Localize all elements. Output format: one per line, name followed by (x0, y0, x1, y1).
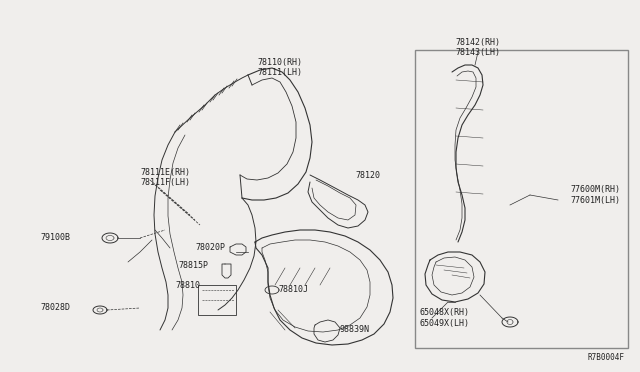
Text: 98839N: 98839N (340, 326, 370, 334)
Text: R7B0004F: R7B0004F (588, 353, 625, 362)
Text: 78111E(RH)
78111F(LH): 78111E(RH) 78111F(LH) (140, 168, 190, 187)
Text: 77600M(RH)
77601M(LH): 77600M(RH) 77601M(LH) (570, 185, 620, 205)
Text: 78110(RH)
78111(LH): 78110(RH) 78111(LH) (257, 58, 303, 77)
Text: 65048X(RH)
65049X(LH): 65048X(RH) 65049X(LH) (420, 308, 470, 328)
Text: 78810: 78810 (175, 280, 200, 289)
Text: 78142(RH)
78143(LH): 78142(RH) 78143(LH) (456, 38, 500, 57)
Text: 78020P: 78020P (195, 244, 225, 253)
Text: 78120: 78120 (355, 170, 380, 180)
Text: 79100B: 79100B (40, 234, 70, 243)
Bar (198, 285, 236, 315)
Text: 78815P: 78815P (178, 260, 208, 269)
Bar (415, 50, 628, 348)
Text: 78810J: 78810J (278, 285, 308, 295)
Text: 78028D: 78028D (40, 304, 70, 312)
